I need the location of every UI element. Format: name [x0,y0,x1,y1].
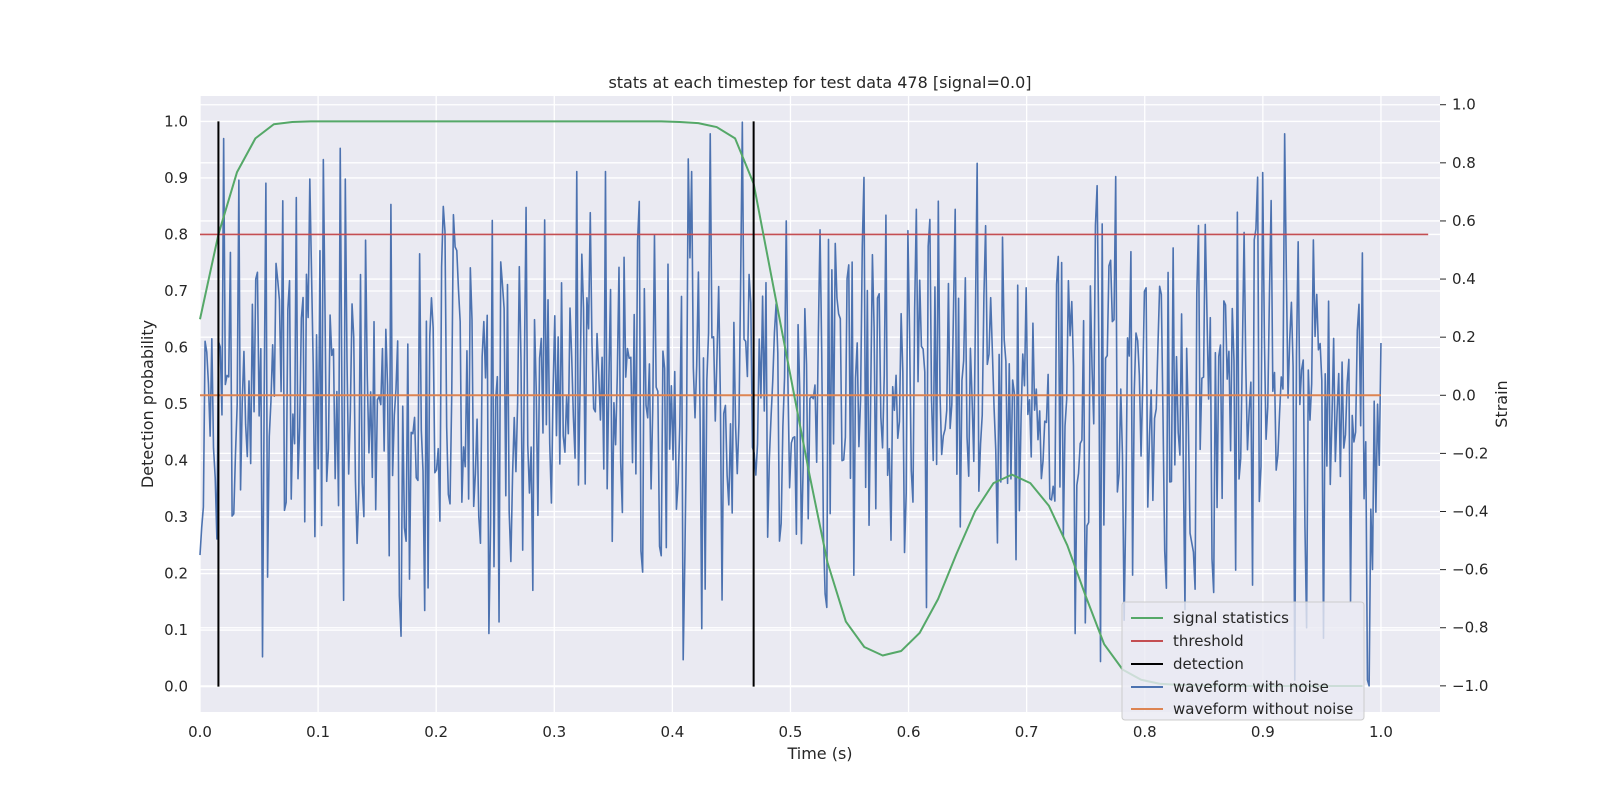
legend-entry-waveform-without-noise: waveform without noise [1131,700,1353,718]
legend-entry-signal-statistics: signal statistics [1131,609,1289,627]
right-y-axis-label: Strain [1492,380,1511,427]
legend-entry-detection: detection [1131,655,1244,673]
right-y-tick-label: −0.2 [1452,444,1488,462]
legend-label-signal-statistics: signal statistics [1173,609,1289,627]
y-tick-label: 0.7 [164,282,188,300]
y-tick-label: 0.2 [164,565,188,583]
x-tick-label: 0.6 [897,723,921,741]
x-tick-label: 0.0 [188,723,212,741]
right-y-tick-label: −1.0 [1452,677,1488,695]
y-tick-label: 0.0 [164,678,188,696]
right-y-axis-ticks: −1.0 −0.8 −0.6 −0.4 −0.2 0.0 0.2 0.4 0.6 0.8 1.0 [1440,96,1488,695]
x-tick-label: 0.4 [660,723,684,741]
legend-entry-waveform-with-noise: waveform with noise [1131,678,1329,696]
right-y-tick-label: 0.8 [1452,154,1476,172]
right-y-tick-label: 1.0 [1452,96,1476,114]
right-y-tick-label: 0.4 [1452,270,1476,288]
x-tick-label: 0.1 [306,723,330,741]
y-tick-label: 0.3 [164,508,188,526]
y-tick-label: 0.6 [164,338,188,356]
legend-box [1121,601,1365,721]
x-tick-label: 0.5 [779,723,803,741]
x-tick-label: 0.9 [1251,723,1275,741]
y-axis-label: Detection probability [138,320,157,488]
legend: signal statistics threshold detection wa… [1121,601,1365,721]
x-axis-ticks: 0.0 0.1 0.2 0.3 0.4 0.5 0.6 0.7 0.8 0.9 1.0 [188,723,1393,741]
legend-label-detection: detection [1173,655,1244,673]
legend-label-waveform-without-noise: waveform without noise [1173,700,1353,718]
legend-label-threshold: threshold [1173,632,1244,650]
y-tick-label: 0.8 [164,225,188,243]
right-y-tick-label: −0.6 [1452,561,1488,579]
y-tick-label: 0.5 [164,395,188,413]
y-tick-label: 1.0 [164,112,188,130]
right-y-tick-label: −0.4 [1452,503,1488,521]
y-tick-label: 0.9 [164,169,188,187]
right-y-tick-label: 0.2 [1452,328,1476,346]
x-tick-label: 0.2 [424,723,448,741]
right-y-tick-label: 0.6 [1452,212,1476,230]
right-y-tick-label: −0.8 [1452,619,1488,637]
chart-title: stats at each timestep for test data 478… [608,73,1031,92]
right-y-tick-label: 0.0 [1452,386,1476,404]
y-axis-ticks: 0.0 0.1 0.2 0.3 0.4 0.5 0.6 0.7 0.8 0.9 1.0 [164,112,188,695]
x-tick-label: 1.0 [1369,723,1393,741]
legend-label-waveform-with-noise: waveform with noise [1173,678,1329,696]
y-tick-label: 0.4 [164,452,188,470]
legend-entry-threshold: threshold [1131,632,1244,650]
series-waveform-with-noise [199,121,1382,687]
y-tick-label: 0.1 [164,621,188,639]
x-tick-label: 0.8 [1133,723,1157,741]
x-axis-label: Time (s) [786,744,852,763]
x-tick-label: 0.3 [542,723,566,741]
x-tick-label: 0.7 [1015,723,1039,741]
